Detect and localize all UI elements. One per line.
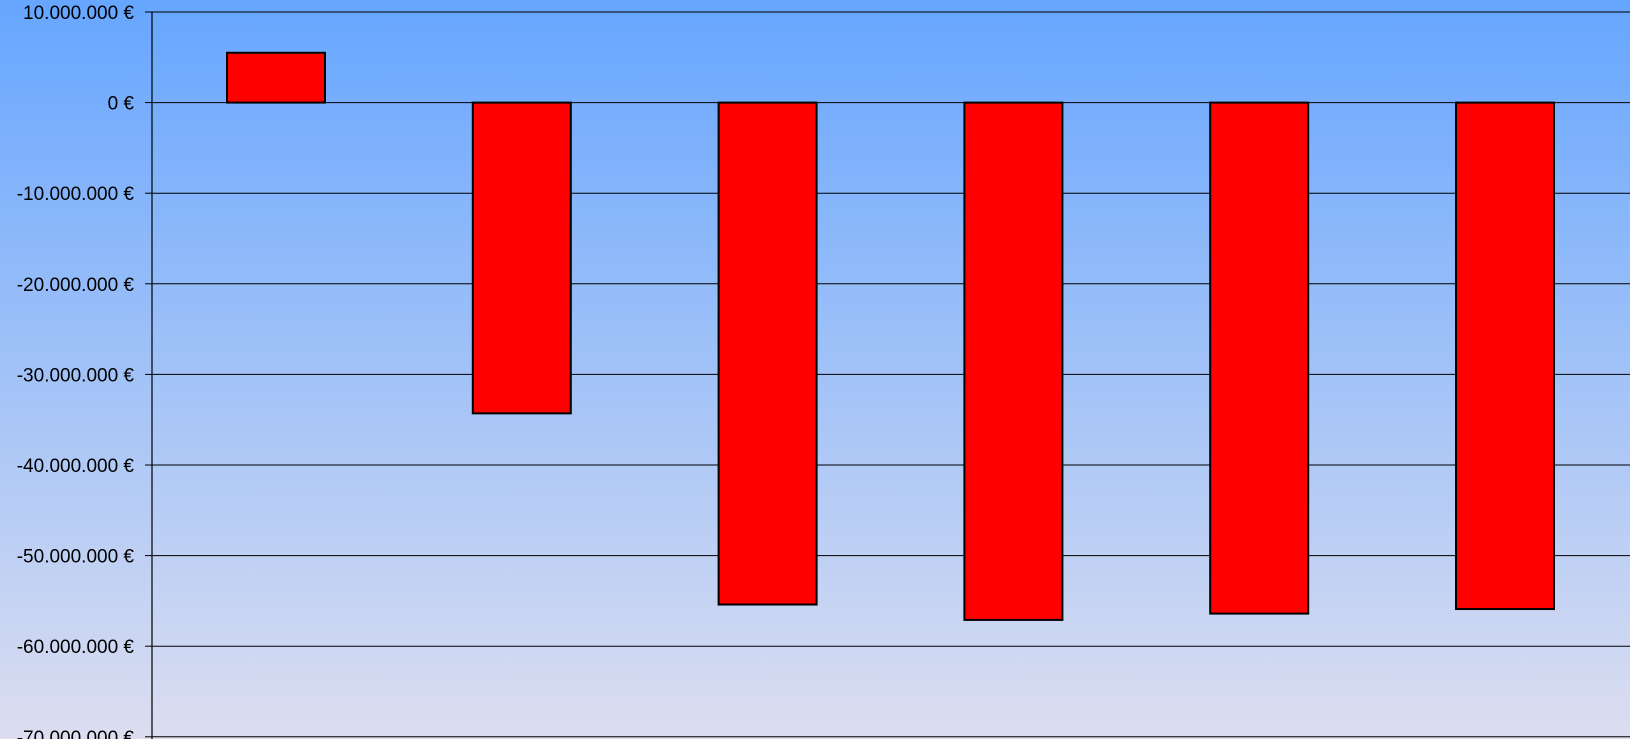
y-tick-label: 0 € [108,94,135,115]
bar [963,101,1064,621]
gridlines [145,11,1630,738]
y-axis-tick-labels: 10.000.000 € 0 € -10.000.000 € -20.000.000 … [17,3,135,739]
y-tick-label: -10.000.000 € [17,184,135,205]
y-tick-label: -30.000.000 € [17,365,135,386]
bar [226,51,326,104]
bar [471,101,572,415]
bar [1455,101,1555,611]
y-tick-label: -20.000.000 € [17,275,135,296]
bar [1209,101,1310,615]
y-tick-label: -50.000.000 € [17,547,135,568]
bars [226,51,1555,621]
y-tick-label: -60.000.000 € [17,637,135,658]
y-tick-label: -70.000.000 € [17,728,135,739]
y-tick-label: 10.000.000 € [23,3,134,24]
y-tick-label: -40.000.000 € [17,456,135,477]
bar [717,101,818,606]
